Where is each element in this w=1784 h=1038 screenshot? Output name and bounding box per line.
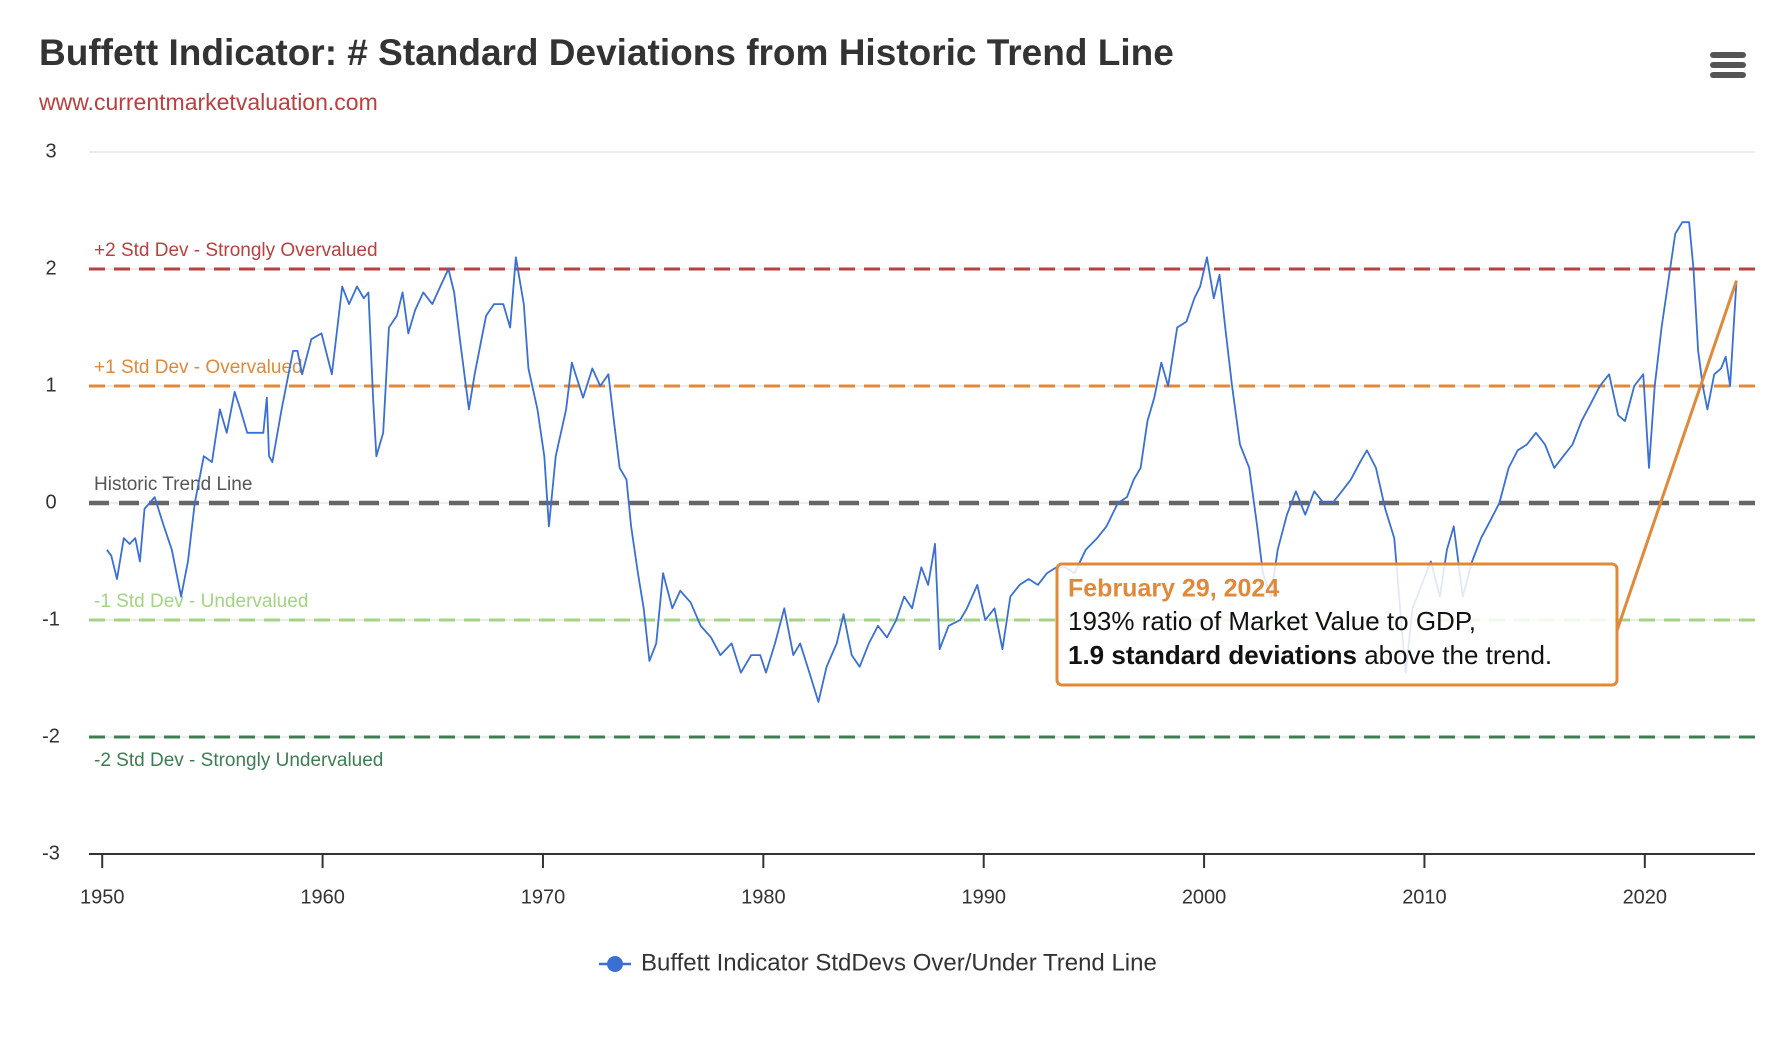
series-line (106, 221, 1738, 703)
y-tick-label: -2 (42, 725, 60, 747)
x-tick-label: 2000 (1182, 886, 1227, 908)
y-tick-label: 2 (45, 257, 56, 279)
y-tick-label: 3 (45, 140, 56, 162)
annotation-text: 193% ratio of Market Value to GDP, (1068, 606, 1476, 636)
menu-bar (1710, 72, 1746, 78)
x-tick-label: 2010 (1402, 886, 1447, 908)
y-tick-label: 0 (45, 491, 56, 513)
menu-bar (1710, 62, 1746, 68)
annotation-title: February 29, 2024 (1068, 575, 1279, 603)
legend-item[interactable]: Buffett Indicator StdDevs Over/Under Tre… (599, 949, 1157, 976)
reference-line-label: Historic Trend Line (94, 474, 252, 495)
x-tick-label: 1990 (961, 886, 1006, 908)
x-tick-label: 1960 (300, 886, 345, 908)
annotation-text: 1.9 standard deviations above the trend. (1068, 640, 1552, 670)
reference-line-label: -1 Std Dev - Undervalued (94, 591, 308, 612)
reference-line-label: +2 Std Dev - Strongly Overvalued (94, 240, 378, 261)
x-tick-label: 1970 (521, 886, 566, 908)
annotation-connector (1615, 280, 1738, 632)
x-tick-label: 2020 (1623, 886, 1668, 908)
menu-bar (1710, 52, 1746, 58)
menu-button[interactable] (1710, 52, 1746, 78)
annotation-box (1055, 562, 1619, 687)
reference-line-label: +1 Std Dev - Overvalued (94, 357, 303, 378)
x-tick-label: 1980 (741, 886, 786, 908)
chart-title: Buffett Indicator: # Standard Deviations… (39, 32, 1174, 73)
annotation-rest: above the trend. (1357, 640, 1552, 670)
legend-marker (607, 956, 623, 972)
y-tick-label: -1 (42, 608, 60, 630)
reference-line-label: -2 Std Dev - Strongly Undervalued (94, 750, 383, 771)
y-tick-label: 1 (45, 374, 56, 396)
annotation-bold: 1.9 standard deviations (1068, 640, 1357, 670)
x-tick-label: 1950 (80, 886, 125, 908)
chart-subtitle: www.currentmarketvaluation.com (38, 89, 378, 115)
legend-label: Buffett Indicator StdDevs Over/Under Tre… (641, 949, 1157, 976)
y-tick-label: -3 (42, 842, 60, 864)
